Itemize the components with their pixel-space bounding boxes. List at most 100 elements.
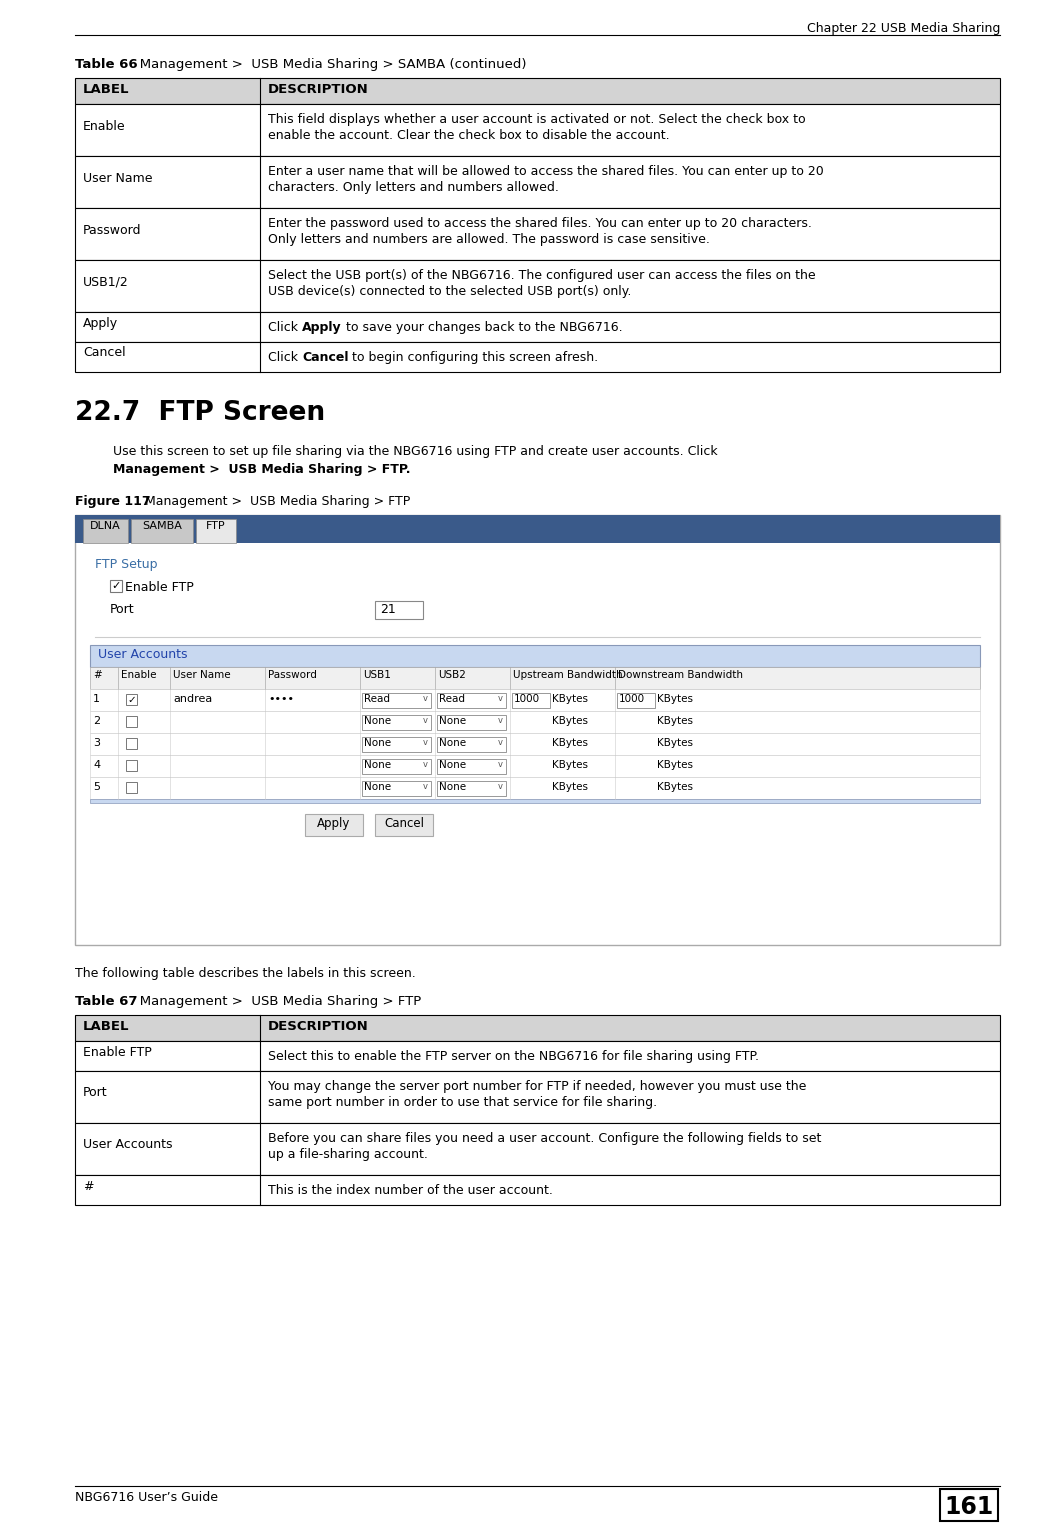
Bar: [90, 754, 980, 777]
Text: v: v: [497, 716, 503, 725]
Text: You may change the server port number for FTP if needed, however you must use th: You may change the server port number fo…: [268, 1081, 807, 1093]
Text: 1000: 1000: [514, 693, 540, 704]
Text: User Name: User Name: [173, 671, 231, 680]
Bar: [75, 78, 1000, 104]
Text: KBytes: KBytes: [657, 693, 693, 704]
Text: Figure 117: Figure 117: [75, 495, 151, 507]
Bar: [362, 780, 431, 796]
Text: KBytes: KBytes: [657, 782, 693, 792]
Text: The following table describes the labels in this screen.: The following table describes the labels…: [75, 968, 416, 980]
Text: ✓: ✓: [126, 695, 136, 706]
Bar: [90, 645, 980, 668]
Bar: [75, 515, 1000, 945]
Text: Only letters and numbers are allowed. The password is case sensitive.: Only letters and numbers are allowed. Th…: [268, 233, 710, 245]
Text: v: v: [423, 760, 428, 770]
Bar: [90, 712, 980, 733]
Bar: [90, 668, 980, 689]
Text: LABEL: LABEL: [83, 82, 130, 96]
Text: KBytes: KBytes: [552, 716, 588, 725]
Text: None: None: [439, 716, 466, 725]
Bar: [126, 693, 137, 706]
Text: 161: 161: [944, 1495, 994, 1519]
Text: Use this screen to set up file sharing via the NBG6716 using FTP and create user: Use this screen to set up file sharing v…: [113, 445, 718, 459]
Text: Read: Read: [439, 693, 465, 704]
Bar: [437, 780, 506, 796]
Text: ✓: ✓: [111, 581, 120, 591]
Text: Password: Password: [83, 224, 141, 236]
Bar: [75, 1041, 1000, 1071]
Bar: [437, 715, 506, 730]
Text: 2: 2: [92, 716, 100, 725]
Bar: [512, 693, 550, 709]
Text: DESCRIPTION: DESCRIPTION: [268, 82, 369, 96]
Text: Enable FTP: Enable FTP: [125, 581, 193, 594]
Text: to begin configuring this screen afresh.: to begin configuring this screen afresh.: [349, 351, 598, 364]
Text: Downstream Bandwidth: Downstream Bandwidth: [618, 671, 743, 680]
Text: v: v: [497, 760, 503, 770]
Bar: [75, 207, 1000, 261]
Bar: [90, 799, 980, 803]
Bar: [75, 341, 1000, 372]
Bar: [126, 760, 137, 771]
Text: USB2: USB2: [438, 671, 466, 680]
Text: Apply: Apply: [302, 322, 341, 334]
Bar: [617, 693, 655, 709]
Bar: [437, 759, 506, 774]
Text: User Accounts: User Accounts: [98, 648, 187, 661]
Text: up a file-sharing account.: up a file-sharing account.: [268, 1148, 428, 1161]
Text: NBG6716 User’s Guide: NBG6716 User’s Guide: [75, 1490, 218, 1504]
Bar: [437, 738, 506, 751]
Bar: [75, 1123, 1000, 1175]
Text: None: None: [439, 738, 466, 748]
Text: User Name: User Name: [83, 172, 152, 184]
Text: USB1: USB1: [362, 671, 391, 680]
Bar: [90, 733, 980, 754]
Text: #: #: [83, 1180, 94, 1192]
Text: SAMBA: SAMBA: [142, 521, 182, 530]
Bar: [75, 1015, 1000, 1041]
Text: Table 66: Table 66: [75, 58, 137, 72]
Text: enable the account. Clear the check box to disable the account.: enable the account. Clear the check box …: [268, 130, 670, 142]
Bar: [75, 155, 1000, 207]
Text: Port: Port: [109, 604, 135, 616]
Text: ••••: ••••: [268, 693, 294, 704]
Text: Management >  USB Media Sharing > FTP: Management > USB Media Sharing > FTP: [133, 495, 410, 507]
Bar: [126, 738, 137, 748]
Bar: [109, 581, 122, 591]
Text: 3: 3: [92, 738, 100, 748]
Text: This field displays whether a user account is activated or not. Select the check: This field displays whether a user accou…: [268, 113, 806, 126]
Text: Management >  USB Media Sharing > FTP: Management > USB Media Sharing > FTP: [126, 995, 421, 1007]
Text: 21: 21: [379, 604, 395, 616]
Bar: [126, 716, 137, 727]
Bar: [126, 782, 137, 792]
Bar: [362, 759, 431, 774]
Text: 1: 1: [92, 693, 100, 704]
Text: None: None: [364, 738, 391, 748]
Text: v: v: [423, 716, 428, 725]
Bar: [375, 814, 433, 837]
Text: to save your changes back to the NBG6716.: to save your changes back to the NBG6716…: [341, 322, 622, 334]
Text: characters. Only letters and numbers allowed.: characters. Only letters and numbers all…: [268, 181, 559, 194]
Text: USB device(s) connected to the selected USB port(s) only.: USB device(s) connected to the selected …: [268, 285, 631, 299]
Bar: [83, 520, 128, 543]
Text: Upstream Bandwidth: Upstream Bandwidth: [513, 671, 623, 680]
Text: DESCRIPTION: DESCRIPTION: [268, 1020, 369, 1033]
Text: Enter the password used to access the shared files. You can enter up to 20 chara: Enter the password used to access the sh…: [268, 216, 812, 230]
Text: Password: Password: [268, 671, 317, 680]
Bar: [75, 312, 1000, 341]
Text: None: None: [439, 760, 466, 770]
Text: Management >  USB Media Sharing > FTP.: Management > USB Media Sharing > FTP.: [113, 463, 410, 475]
Text: v: v: [423, 738, 428, 747]
Bar: [75, 1175, 1000, 1205]
Text: FTP: FTP: [206, 521, 225, 530]
Text: 1000: 1000: [619, 693, 645, 704]
Text: User Accounts: User Accounts: [83, 1138, 172, 1152]
Text: FTP Setup: FTP Setup: [95, 558, 157, 572]
Text: v: v: [423, 782, 428, 791]
Text: Before you can share files you need a user account. Configure the following fiel: Before you can share files you need a us…: [268, 1132, 822, 1145]
Text: Cancel: Cancel: [302, 351, 349, 364]
Text: KBytes: KBytes: [657, 716, 693, 725]
Text: Click: Click: [268, 351, 302, 364]
Bar: [75, 104, 1000, 155]
Text: Management >  USB Media Sharing > SAMBA (continued): Management > USB Media Sharing > SAMBA (…: [126, 58, 526, 72]
